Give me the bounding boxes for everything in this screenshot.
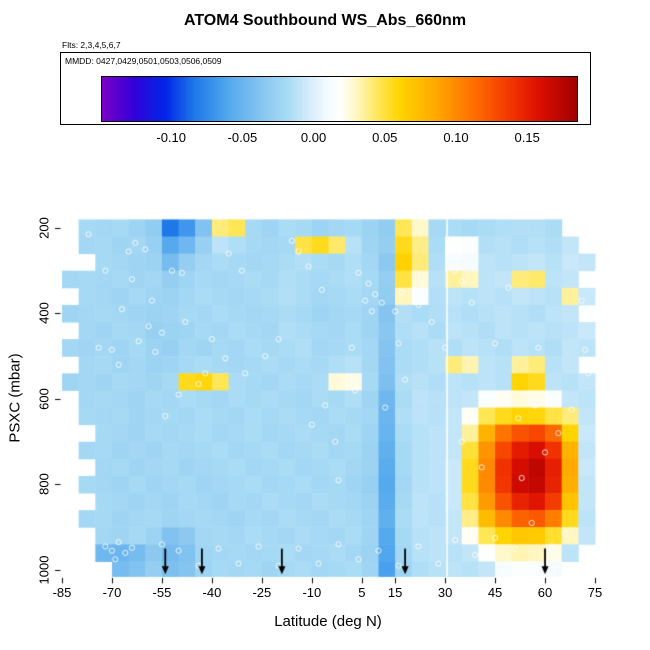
x-tick-label: 5 — [358, 585, 366, 600]
colorbar-tick-label: 0.05 — [372, 130, 398, 145]
colorbar-gradient — [101, 76, 578, 122]
chart-title: ATOM4 Southbound WS_Abs_660nm — [183, 12, 467, 29]
y-tick-label: 600 — [36, 388, 52, 410]
x-tick-label: -85 — [52, 585, 72, 600]
x-tick-label: 15 — [387, 585, 403, 600]
y-tick-label: 400 — [36, 302, 52, 325]
mmdd-annotation: MMDD: 0427,0429,0501,0503,0506,0509 — [65, 56, 222, 66]
colorbar-tick-label: 0.00 — [300, 130, 327, 145]
x-tick-label: 30 — [437, 585, 453, 600]
y-axis-title: PSXC (mbar) — [6, 353, 24, 443]
colorbar-tick-label: -0.10 — [156, 130, 187, 145]
legend-box: MMDD: 0427,0429,0501,0503,0506,0509 — [60, 52, 591, 125]
colorbar-tick-label: -0.05 — [227, 130, 258, 145]
x-tick-label: -10 — [302, 585, 322, 600]
x-tick-label: -40 — [202, 585, 222, 600]
x-axis-title: Latitude (deg N) — [0, 613, 650, 630]
colorbar-tick-label: 0.10 — [443, 130, 469, 145]
y-tick-label: 1000 — [36, 555, 52, 585]
colorbar-tick-label: 0.15 — [514, 130, 540, 145]
y-tick-label: 200 — [36, 217, 52, 239]
x-tick-label: -25 — [252, 585, 272, 600]
x-tick-label: 75 — [587, 585, 603, 600]
x-axis-title-text: Latitude (deg N) — [274, 613, 382, 630]
x-tick-label: 45 — [487, 585, 503, 600]
y-tick-label: 800 — [36, 473, 52, 496]
x-tick-label: -55 — [152, 585, 172, 600]
flights-annotation: Flts: 2,3,4,5,6,7 — [62, 40, 121, 50]
x-tick-label: -70 — [102, 585, 122, 600]
x-tick-label: 60 — [537, 585, 553, 600]
